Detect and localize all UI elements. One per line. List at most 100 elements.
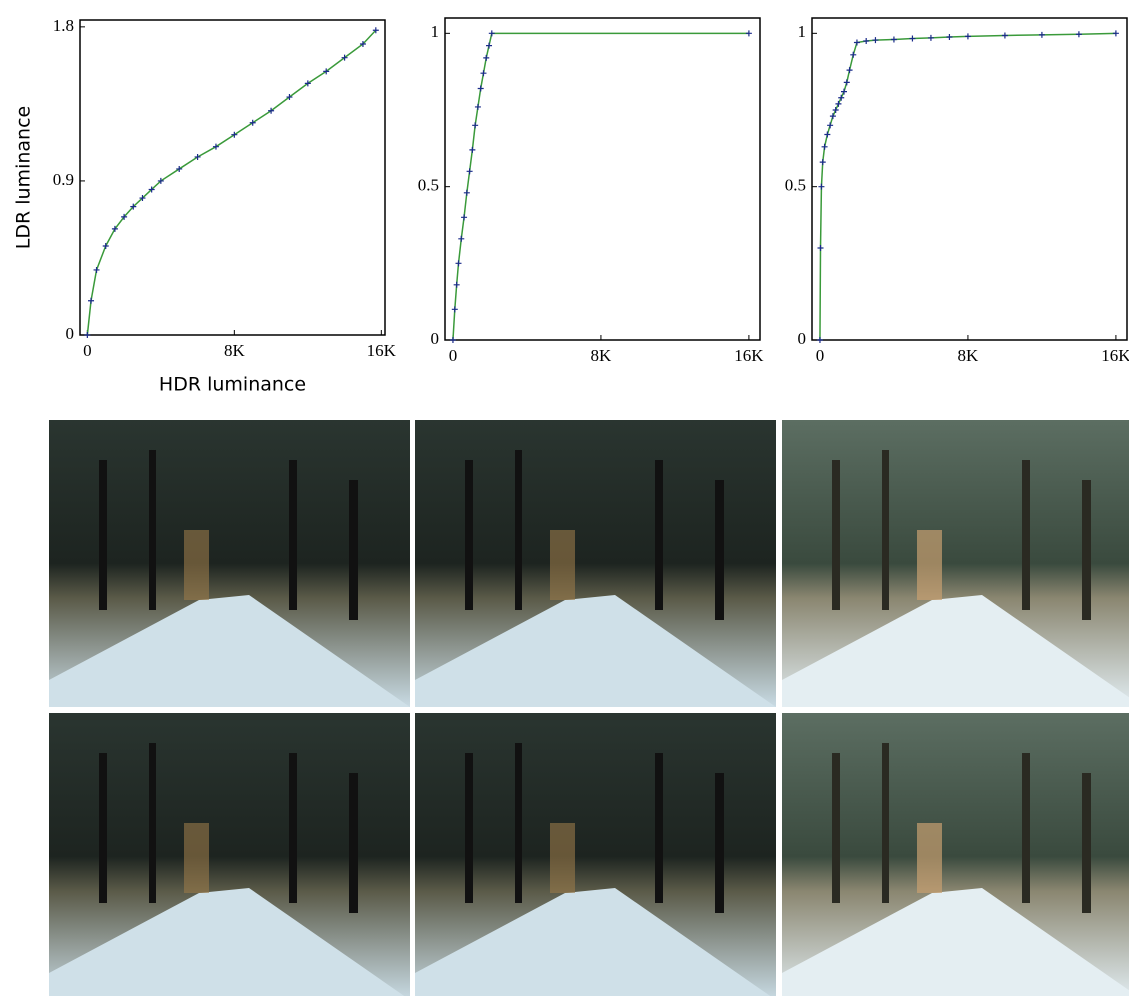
marker	[469, 146, 476, 153]
marker	[130, 203, 137, 210]
marker	[477, 85, 484, 92]
marker	[853, 39, 860, 46]
marker	[268, 107, 275, 114]
marker	[451, 306, 458, 313]
y-tick-label: 0	[798, 329, 807, 348]
x-axis-label: HDR luminance	[159, 374, 306, 396]
marker	[286, 94, 293, 101]
marker	[832, 107, 839, 113]
x-tick-label: 16K	[734, 346, 764, 365]
x-tick-label: 16K	[1101, 346, 1129, 365]
y-tick-label: 0	[66, 324, 75, 343]
marker	[1075, 31, 1082, 38]
marker	[466, 168, 473, 175]
marker	[455, 260, 462, 267]
marker	[946, 34, 953, 41]
marker	[194, 153, 201, 160]
marker	[463, 189, 470, 196]
line	[819, 32, 1116, 341]
marker	[474, 103, 481, 110]
y-tick-label: 0	[431, 329, 440, 348]
marker	[84, 332, 91, 338]
photo	[415, 420, 776, 707]
y-tick-label: 1	[431, 22, 440, 41]
marker	[863, 38, 870, 44]
marker	[964, 33, 971, 40]
marker	[816, 337, 823, 343]
chart: 0 0.9 1.8 0 8K 16K LDR luminance HDR luminance	[13, 16, 397, 396]
photo	[782, 420, 1129, 707]
marker	[93, 266, 100, 273]
marker	[890, 36, 897, 43]
marker	[850, 51, 857, 58]
marker	[249, 119, 256, 126]
photo	[415, 713, 776, 996]
marker	[843, 79, 850, 86]
y-tick-label: 0.5	[785, 176, 806, 195]
marker	[818, 183, 825, 190]
photos	[49, 420, 1129, 996]
y-tick-label: 1.8	[53, 16, 74, 35]
marker	[817, 245, 824, 251]
marker	[88, 297, 95, 304]
chart: 0 0.5 1 0 8K 16K	[418, 17, 764, 365]
marker	[1112, 30, 1119, 37]
line	[86, 29, 377, 336]
chart: 0 0.5 1 0 8K 16K	[785, 17, 1129, 365]
marker	[819, 159, 826, 166]
marker	[483, 54, 490, 61]
marker	[829, 113, 836, 120]
x-tick-label: 0	[816, 346, 825, 365]
marker	[212, 143, 219, 150]
y-tick-label: 0.5	[418, 176, 439, 195]
marker	[1038, 31, 1045, 38]
marker	[304, 80, 311, 87]
line	[452, 32, 749, 341]
x-tick-label: 8K	[958, 346, 980, 365]
y-tick-label: 1	[798, 22, 807, 41]
y-tick-label: 0.9	[53, 170, 74, 189]
marker	[157, 177, 164, 184]
marker	[148, 186, 155, 193]
x-tick-label: 16K	[367, 341, 397, 360]
x-tick-label: 8K	[224, 341, 246, 360]
marker	[372, 27, 379, 34]
marker	[449, 337, 456, 343]
marker	[872, 37, 879, 44]
marker	[486, 42, 493, 49]
plot-frame	[79, 19, 386, 336]
marker	[488, 30, 495, 37]
marker	[1001, 32, 1008, 39]
photo	[49, 420, 410, 707]
marker	[359, 40, 366, 47]
marker	[824, 131, 831, 138]
x-tick-label: 0	[83, 341, 92, 360]
plot-frame	[444, 17, 761, 341]
marker	[121, 213, 128, 220]
marker	[139, 195, 146, 202]
marker	[176, 165, 183, 172]
marker	[111, 225, 118, 232]
marker	[453, 281, 460, 288]
marker	[341, 54, 348, 61]
marker	[458, 235, 465, 242]
plot-frame	[811, 17, 1128, 341]
marker	[745, 30, 752, 37]
marker	[480, 70, 487, 77]
marker	[461, 214, 468, 221]
marker	[835, 100, 842, 107]
photo	[49, 713, 410, 996]
marker	[323, 68, 330, 75]
marker	[821, 143, 828, 150]
marker	[102, 242, 109, 249]
photo	[782, 713, 1129, 996]
marker	[472, 122, 479, 129]
marker	[231, 131, 238, 138]
marker	[838, 94, 845, 101]
marker	[840, 88, 847, 95]
y-axis-label: LDR luminance	[13, 106, 35, 249]
marker	[909, 35, 916, 42]
marker	[846, 67, 853, 74]
marker	[827, 122, 834, 129]
